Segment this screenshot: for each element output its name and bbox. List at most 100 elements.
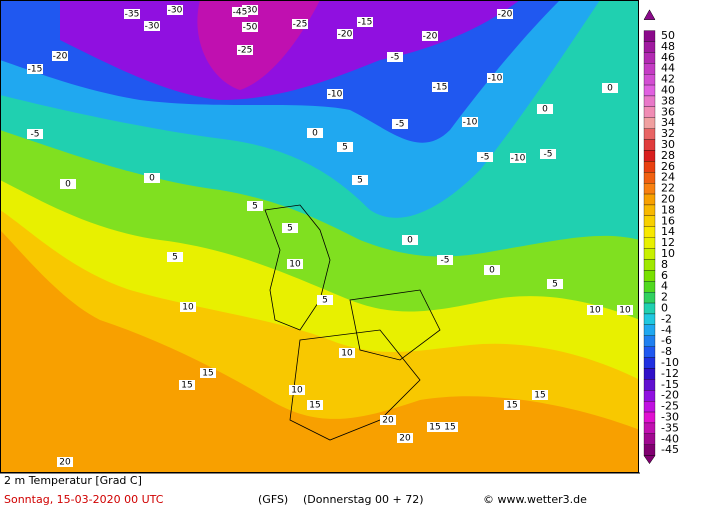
contour-label: -10 [488,74,503,84]
colorbar-label: 46 [661,51,675,64]
colorbar-swatch [643,248,656,260]
contour-label: 0 [149,174,155,184]
colorbar-label: 0 [661,302,668,315]
colorbar-swatch [643,270,656,282]
contour-label-box [167,5,183,15]
contour-label-box [617,305,633,315]
contour-label: 15 [429,423,440,433]
contour-label-box [282,223,298,233]
contour-label-box [317,295,333,305]
colorbar-swatch [643,368,656,380]
contour-label: 10 [289,260,301,270]
colorbar-swatch [643,128,656,140]
colorbar-swatch [643,117,656,129]
contour-label-box [27,129,43,139]
contour-label-box [504,400,520,410]
colorbar-swatch [643,150,656,162]
contour-label-box [547,279,563,289]
contour-label: -15 [358,18,373,28]
contour-label: 10 [619,306,631,316]
colorbar-swatch [643,324,656,336]
colorbar-label: 18 [661,203,675,216]
colorbar-label: 36 [661,105,675,118]
forecast-label: (Donnerstag 00 + 72) [303,493,423,506]
colorbar-label: 24 [661,171,675,184]
contour-label: -20 [423,32,438,42]
colorbar-swatch [643,172,656,184]
contour-label-box [487,73,503,83]
contour-label: 0 [489,266,495,276]
contour-label-box [242,5,258,15]
colorbar-label: 26 [661,160,675,173]
contour-label-box [380,415,396,425]
contour-label: 5 [287,224,293,234]
contour-label: -5 [481,153,490,163]
colorbar-label: 6 [661,269,668,282]
colorbar-label: -12 [661,367,679,380]
contour-label-box [537,104,553,114]
contour-label-box [289,385,305,395]
colorbar-swatch [643,400,656,413]
contour-label: -30 [145,22,160,32]
contour-label: -25 [238,46,253,56]
colorbar-swatch [643,302,656,315]
colorbar-label: 22 [661,182,675,195]
contour-label: 0 [542,105,548,115]
contour-label-box [402,235,418,245]
contour-label-box [200,368,216,378]
contour-label: 15 [506,401,517,411]
contour-label: -5 [441,256,450,266]
colorbar-label: 28 [661,149,675,162]
contour-label-box [602,83,618,93]
colorbar-swatch [643,390,656,402]
contour-label: -5 [544,150,553,160]
colorbar-swatch [643,335,656,347]
colorbar-label: 14 [661,225,675,238]
colorbar-arrow-bottom [643,455,656,465]
contour-label-box [532,390,548,400]
colorbar-swatch [643,444,656,456]
contour-label-box [167,252,183,262]
colorbar-swatch [643,161,656,173]
contour-label: 15 [181,381,192,391]
contour-label-box [144,21,160,31]
contour-label: 0 [607,84,613,94]
colorbar-label: -40 [661,432,679,445]
contour-label: 5 [172,253,178,263]
contour-label-box [52,51,68,61]
colorbar-swatch [643,422,656,435]
colorbar-label: -4 [661,323,672,336]
colorbar-swatch [643,259,656,271]
colorbar-swatch [643,215,656,227]
contour-label: -20 [498,10,513,20]
contour-label-box [339,348,355,358]
colorbar-label: -45 [661,443,679,456]
colorbar-label: 42 [661,73,675,86]
contour-label: -30 [243,6,258,16]
colorbar-label: -20 [661,389,679,402]
colorbar-label: -10 [661,356,679,369]
contour-label-box [587,305,603,315]
contour-label-box [497,9,513,19]
contour-label: 10 [341,349,353,359]
colorbar-swatch [643,204,656,216]
colorbar-label: -25 [661,400,679,413]
variable-label: 2 m Temperatur [Grad C] [4,474,142,487]
contour-label-box [242,22,258,32]
colorbar-swatch [643,193,656,206]
contour-label: -15 [433,83,448,93]
contour-label: 10 [182,303,194,313]
contour-label: 15 [534,391,545,401]
contour-label-box [422,31,438,41]
contour-label-box [442,422,458,432]
contour-label: -15 [28,65,43,75]
contour-label: 0 [312,129,318,139]
contour-label-box [387,52,403,62]
colorbar-swatch [643,237,656,249]
colorbar-label: 10 [661,247,675,260]
contour-label-box [27,64,43,74]
colorbar-label: -6 [661,334,672,347]
colorbar-label: 50 [661,29,675,42]
